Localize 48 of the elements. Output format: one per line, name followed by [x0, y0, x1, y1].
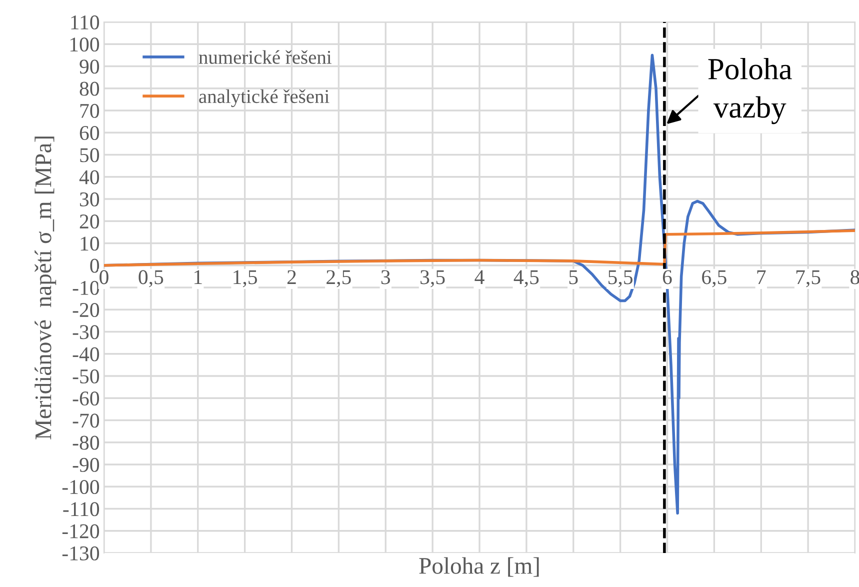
legend-label: numerické řešeni [198, 50, 332, 64]
line-series [104, 229, 855, 267]
x-axis-title: Poloha z [m] [419, 557, 539, 577]
annotation: Poloha vazby [708, 58, 792, 124]
legend-label: analytické řešeni [199, 89, 330, 108]
y-tick-label: 80 [80, 82, 100, 96]
y-tick-label: -70 [72, 414, 100, 428]
y-tick-label: -50 [72, 369, 100, 384]
y-tick-label: 70 [80, 104, 100, 118]
x-tick-label: 4,5 [514, 270, 539, 288]
y-tick-label: 40 [79, 170, 100, 184]
y-tick-label: -20 [72, 303, 100, 318]
y-tick-label: 100 [70, 38, 100, 52]
y-tick-label: -90 [72, 458, 100, 472]
y-tick-label: 110 [71, 15, 100, 30]
x-tick-label: 7 [757, 270, 766, 284]
y-tick-label: -120 [62, 524, 100, 538]
y-tick-label: -40 [72, 347, 100, 362]
y-tick-label: -110 [63, 502, 100, 516]
y-tick-label: -80 [72, 436, 100, 450]
x-tick-label: 6,5 [702, 270, 726, 288]
x-tick-label: 1,5 [234, 270, 258, 288]
y-tick-label: 30 [80, 192, 100, 206]
x-tick-label: 4 [474, 270, 484, 284]
y-tick-label: -100 [62, 480, 100, 494]
x-tick-label: 3,5 [420, 270, 445, 288]
x-tick-label: 3 [381, 270, 390, 284]
x-tick-label: 0,5 [138, 270, 164, 288]
x-tick-label: 6 [662, 270, 672, 284]
x-tick-label: 5,5 [608, 270, 633, 288]
y-tick-label: -130 [62, 546, 100, 560]
y-axis-title: Meridiánové napětí σ_m [MPa] [34, 136, 56, 440]
x-tick-label: 7,5 [796, 270, 820, 288]
x-tick-label: 2 [287, 270, 296, 284]
x-tick-label: 0 [100, 270, 108, 284]
y-tick-label: -60 [72, 392, 100, 406]
x-tick-label: 5 [569, 270, 578, 284]
x-tick-label: 2,5 [326, 270, 351, 288]
y-tick-label: 60 [80, 126, 100, 140]
x-tick-label: 1 [194, 270, 202, 284]
y-tick-label: 20 [80, 214, 100, 229]
y-tick-label: -10 [72, 280, 100, 295]
y-tick-label: 90 [80, 60, 100, 74]
x-tick-label: 8 [850, 270, 859, 284]
y-tick-label: 0 [90, 258, 100, 273]
y-tick-label: -30 [72, 325, 100, 340]
y-tick-label: 50 [80, 148, 100, 162]
y-tick-label: 10 [80, 236, 100, 251]
